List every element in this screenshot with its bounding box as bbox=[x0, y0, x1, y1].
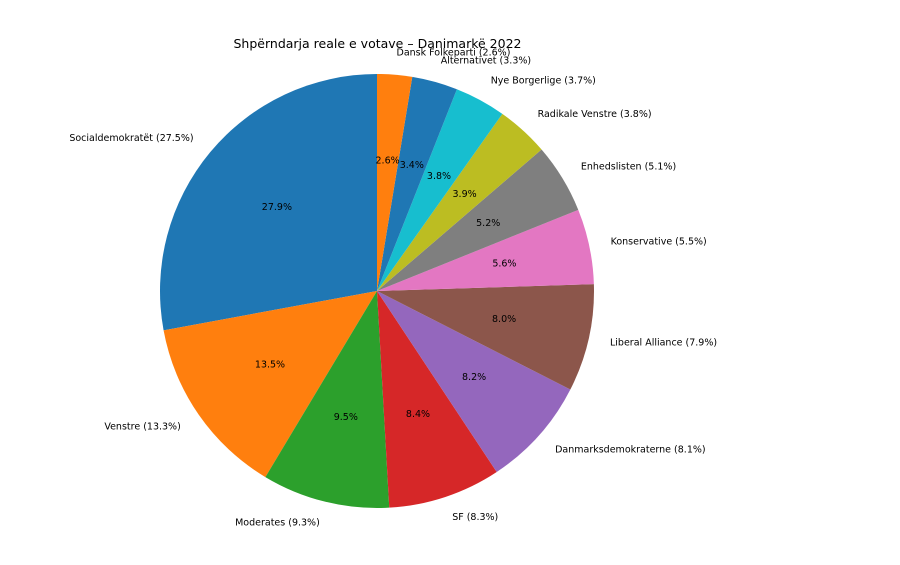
slice-label-socialdemokrat-t: Socialdemokratët (27.5%) bbox=[69, 133, 193, 144]
pie-slice-socialdemokrat-t bbox=[159, 73, 377, 331]
pct-label-dansk-folkeparti: 2.6% bbox=[376, 156, 400, 167]
pie-slice-danmarksdemokraterne bbox=[377, 291, 571, 472]
slice-labels: Socialdemokratët (27.5%) Venstre (13.3%) M… bbox=[69, 48, 717, 529]
pie-slice-moderates bbox=[265, 291, 390, 508]
pie-slice-liberal-alliance bbox=[377, 284, 594, 390]
slice-label-alternativet: Alternativet (3.3%) bbox=[441, 56, 531, 67]
pct-label-socialdemokrat-t: 27.9% bbox=[262, 202, 292, 213]
pie-slice-radikale-venstre bbox=[377, 113, 542, 291]
pie-slice-alternativet bbox=[377, 76, 457, 291]
slice-label-danmarksdemokraterne: Danmarksdemokraterne (8.1%) bbox=[555, 445, 706, 456]
pct-label-moderates: 9.5% bbox=[334, 412, 358, 423]
pie-slice-dansk-folkeparti bbox=[377, 74, 413, 291]
pie-slice-enhedslisten bbox=[377, 149, 579, 291]
chart-title: Shpërndarja reale e votave – Danimarkë 2… bbox=[233, 36, 522, 51]
slice-label-liberal-alliance: Liberal Alliance (7.9%) bbox=[610, 338, 717, 349]
pie-slice-sf bbox=[377, 291, 497, 508]
slice-label-sf: SF (8.3%) bbox=[452, 512, 498, 523]
pct-label-enhedslisten: 5.2% bbox=[476, 218, 500, 229]
slice-label-moderates: Moderates (9.3%) bbox=[235, 517, 320, 528]
slice-label-nye-borgerlige: Nye Borgerlige (3.7%) bbox=[491, 76, 596, 87]
pct-label-venstre: 13.5% bbox=[255, 360, 285, 371]
pie-slices bbox=[159, 73, 594, 508]
percentage-labels: 27.9%13.5%9.5% 8.4%8.2%8.0%5.6%5.2%3.9%3.… bbox=[255, 156, 517, 423]
slice-label-konservative: Konservative (5.5%) bbox=[611, 236, 707, 247]
pie-slice-venstre bbox=[163, 291, 377, 478]
pct-label-konservative: 5.6% bbox=[492, 259, 516, 270]
slice-label-venstre: Venstre (13.3%) bbox=[104, 422, 180, 433]
pct-label-alternativet: 3.4% bbox=[400, 160, 424, 171]
pie-slice-konservative bbox=[377, 209, 594, 291]
slice-label-radikale-venstre: Radikale Venstre (3.8%) bbox=[538, 109, 652, 120]
slice-label-dansk-folkeparti: Dansk Folkeparti (2.6%) bbox=[397, 48, 511, 59]
pct-label-sf: 8.4% bbox=[406, 409, 430, 420]
pct-label-radikale-venstre: 3.9% bbox=[453, 189, 477, 200]
pct-label-liberal-alliance: 8.0% bbox=[492, 314, 516, 325]
slice-label-enhedslisten: Enhedslisten (5.1%) bbox=[581, 161, 676, 172]
pct-label-danmarksdemokraterne: 8.2% bbox=[462, 372, 486, 383]
pct-label-nye-borgerlige: 3.8% bbox=[427, 171, 451, 182]
pie-slice-nye-borgerlige bbox=[377, 89, 503, 292]
